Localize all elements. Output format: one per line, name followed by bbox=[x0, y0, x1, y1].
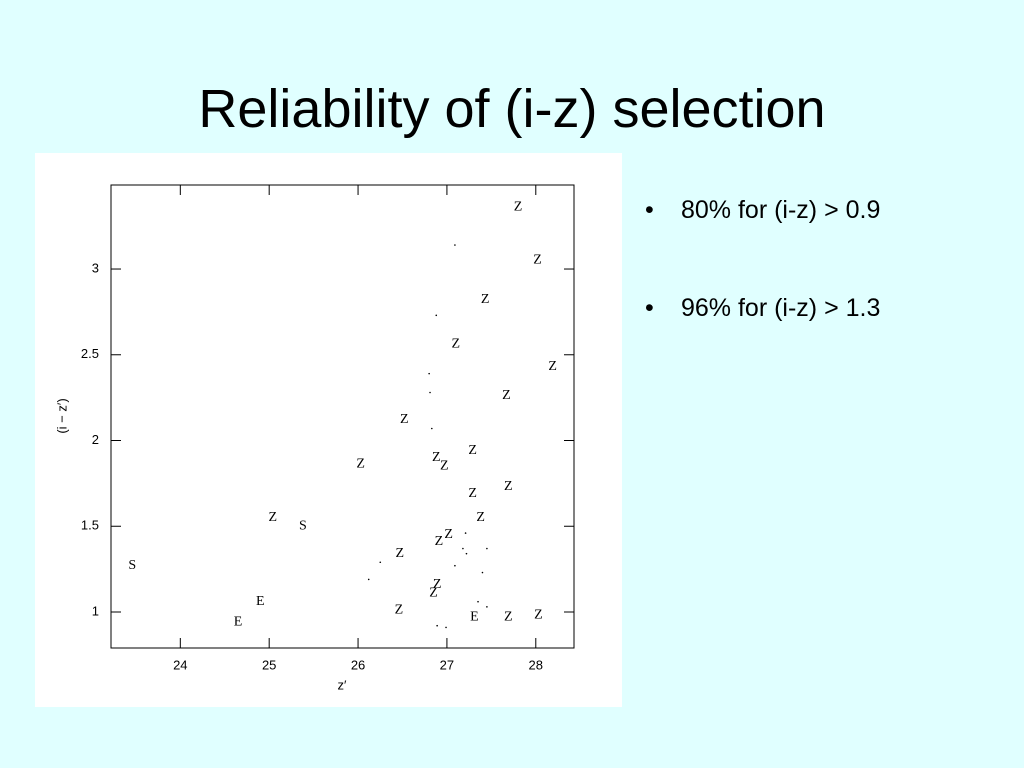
bullet: 80% for (i-z) > 0.9 bbox=[645, 196, 880, 294]
point-marker: Z bbox=[356, 457, 365, 472]
point bbox=[435, 314, 438, 317]
point bbox=[464, 532, 467, 534]
x-tick-label: 24 bbox=[173, 657, 187, 672]
point-marker: S bbox=[299, 518, 307, 533]
point-marker: Z bbox=[504, 479, 513, 494]
point-marker: Z bbox=[444, 527, 453, 542]
x-tick-label: 26 bbox=[351, 657, 365, 672]
point bbox=[481, 571, 484, 574]
point-marker: S bbox=[128, 558, 136, 573]
point-marker: Z bbox=[468, 486, 477, 501]
point-marker: E bbox=[470, 609, 479, 624]
point-marker: Z bbox=[514, 200, 523, 215]
point-marker: Z bbox=[429, 585, 438, 600]
point-marker: Z bbox=[396, 546, 405, 561]
bullet: 96% for (i-z) > 1.3 bbox=[645, 294, 880, 392]
y-tick-label: 1 bbox=[92, 603, 99, 618]
y-axis-label: (i − z′) bbox=[54, 398, 69, 433]
point bbox=[462, 547, 464, 550]
point-marker: Z bbox=[268, 510, 277, 525]
point bbox=[367, 578, 370, 581]
point-marker: Z bbox=[432, 450, 441, 465]
y-tick-label: 3 bbox=[92, 260, 99, 275]
point bbox=[454, 564, 456, 567]
point bbox=[429, 391, 431, 394]
point-marker: E bbox=[256, 594, 265, 609]
slide-title: Reliability of (i-z) selection bbox=[198, 79, 826, 139]
point-marker: Z bbox=[395, 602, 404, 617]
point-marker: Z bbox=[481, 292, 490, 307]
point bbox=[465, 552, 468, 555]
plot-frame bbox=[110, 184, 575, 649]
point-marker: Z bbox=[440, 458, 449, 473]
y-tick-label: 2 bbox=[92, 432, 99, 447]
point bbox=[431, 427, 433, 430]
y-tick-label: 2.5 bbox=[81, 346, 99, 361]
point bbox=[486, 606, 488, 608]
point bbox=[445, 626, 447, 629]
y-tick-label: 1.5 bbox=[81, 518, 99, 533]
x-axis-label: z′ bbox=[338, 677, 348, 692]
point-marker: Z bbox=[435, 534, 444, 549]
point bbox=[486, 547, 488, 550]
point-marker: Z bbox=[400, 412, 409, 427]
point-marker: Z bbox=[534, 608, 543, 623]
point-marker: E bbox=[234, 614, 243, 629]
point bbox=[436, 624, 438, 627]
bullet-list: 80% for (i-z) > 0.9 96% for (i-z) > 1.3 bbox=[645, 196, 880, 392]
x-tick-label: 27 bbox=[440, 657, 454, 672]
point bbox=[428, 372, 430, 375]
point-marker: Z bbox=[504, 609, 513, 624]
point bbox=[379, 561, 382, 564]
point-marker: Z bbox=[433, 577, 442, 592]
point-marker: Z bbox=[502, 388, 511, 403]
point bbox=[477, 600, 479, 603]
point-marker: Z bbox=[533, 253, 542, 268]
point-marker: Z bbox=[468, 443, 477, 458]
point-marker: Z bbox=[476, 510, 485, 525]
point bbox=[454, 244, 456, 246]
x-tick-label: 28 bbox=[529, 657, 543, 672]
point-marker: Z bbox=[452, 337, 461, 352]
x-tick-label: 25 bbox=[262, 657, 276, 672]
point-marker: Z bbox=[548, 359, 557, 374]
